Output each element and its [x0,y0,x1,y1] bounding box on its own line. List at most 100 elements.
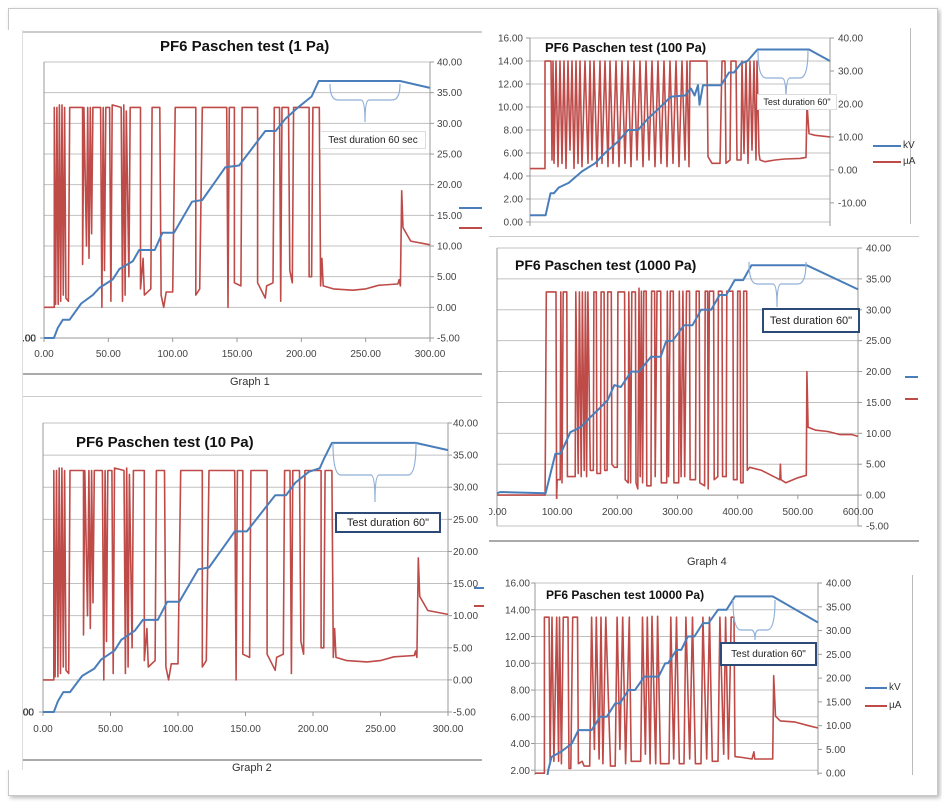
annotation-test-duration: Test duration 60" [720,642,817,666]
chart-title: PF6 Paschen test (100 Pa) [545,40,707,55]
y-right-tick-label: 0.00 [826,769,846,780]
graph-caption: Graph 1 [230,376,270,388]
plot-area [43,441,449,713]
y-right-tick-label: 15.00 [437,211,462,222]
y-right-tick-label: 40.00 [453,419,478,430]
legend-ua-swatch [865,704,887,707]
y-right-tick-label: 5.00 [453,643,473,654]
y-right-tick-label: 25.00 [437,150,462,161]
chart-title: PF6 Paschen test (10 Pa) [76,434,254,451]
brace-annotation [329,83,401,123]
series-ua-line [535,615,819,774]
y-left-tick-label: 10.00 [505,659,530,670]
y-right-tick-label: 0.00 [437,303,457,314]
y-left-tick-label: 00 [23,708,35,719]
legend-ua-swatch [905,398,918,400]
y-left-tick-label: 2.00 [504,195,524,206]
y-right-tick-label: 30.00 [838,66,863,77]
legend-kv: kV [865,682,901,693]
y-right-tick-label: 15.00 [866,398,891,409]
y-right-tick-label: 40.00 [826,579,851,590]
y-right-tick-label: 10.00 [826,721,851,732]
graph-caption: Graph 4 [687,556,727,568]
y-left-tick-label: 00 [23,708,35,719]
graph1-divider [22,373,482,375]
graph4-divider [489,540,919,542]
y-right-tick-label: 0.00 [453,675,473,686]
y-right-tick-label: 0.00 [866,491,886,502]
annotation-test-duration: Test duration 60" [335,512,441,533]
graph2-divider [22,759,482,761]
y-right-tick-label: 10.00 [866,429,891,440]
legend-kv-swatch [474,587,484,589]
x-tick-label: 300.00 [662,507,693,518]
y-right-tick-label: 35.00 [437,88,462,99]
y-right-tick-label: 30.00 [826,626,851,637]
series-ua-line [43,467,449,681]
y-left-tick-label: 12.00 [505,632,530,643]
plot-area [530,48,831,217]
y-left-tick-label: 8.00 [504,126,524,137]
x-tick-label: 50.00 [98,724,123,735]
y-right-tick-label: 30.00 [437,119,462,130]
y-left-tick-label: 12.00 [498,80,523,91]
y-right-tick-label: 20.00 [453,547,478,558]
chart-c5: 0.00 5.00 10.00 15.00 20.00 25.00 30.00 35.00 40… [505,579,851,780]
chart-title: PF6 Paschen test 10000 Pa) [546,588,705,602]
legend-ua-swatch [474,605,484,607]
y-right-tick-label: 25.00 [866,336,891,347]
x-tick-label: 200.00 [602,507,633,518]
y-left-tick-label: .00 [22,334,36,345]
y-right-tick-label: -5.00 [437,334,460,345]
plot-area [535,595,819,775]
x-tick-label: 200.00 [298,724,329,735]
y-right-tick-label: 35.00 [826,602,851,613]
brace-annotation [732,599,776,641]
y-right-tick-label: 10.00 [453,611,478,622]
x-tick-label: 150.00 [230,724,261,735]
y-right-tick-label: 20.00 [437,180,462,191]
y-left-tick-label: .00 [22,334,36,345]
y-left-tick-label: 16.00 [505,579,530,590]
chart-c3: -10.00 0.00 10.00 20.00 30.00 40.00 0.00 2.00 4.… [498,34,867,229]
y-left-tick-label: 4.00 [511,739,531,750]
y-left-tick-label: .00 [22,334,36,345]
legend-kv-label: kV [903,140,915,151]
graph5-frame-edge [912,575,913,775]
legend-ua: µA [873,156,915,167]
chart-title: PF6 Paschen test (1000 Pa) [515,257,697,273]
x-tick-label: 100.00 [157,349,188,360]
y-left-tick-label: .00 [22,334,36,345]
y-left-tick-label: .00 [22,334,36,345]
y-left-tick-label: 0.00 [504,218,524,229]
y-left-tick-label: 2.00 [511,766,531,777]
y-right-tick-label: 15.00 [826,697,851,708]
y-right-tick-label: -5.00 [453,708,476,719]
y-right-tick-label: 40.00 [866,244,891,255]
plot-area [44,80,431,339]
brace-annotation [757,49,809,101]
y-left-tick-label: .00 [22,334,36,345]
x-tick-label: 100.00 [542,507,573,518]
brace-annotation [332,442,417,503]
series-kv-line [496,264,859,495]
y-left-tick-label: 4.00 [504,172,524,183]
x-tick-label: 50.00 [96,349,121,360]
y-right-tick-label: -5.00 [866,522,889,533]
y-right-tick-label: 25.00 [826,650,851,661]
legend-kv-swatch [873,144,901,147]
y-right-tick-label: 20.00 [866,367,891,378]
x-tick-label: 300.00 [433,724,464,735]
y-left-tick-label: 6.00 [511,712,531,723]
legend-ua-label: µA [889,700,902,711]
annotation-test-duration: Test duration 60" [762,308,860,333]
cropped-edge-mask [0,30,21,770]
legend-kv-label: kV [889,682,901,693]
chart-c1: -5.00 0.00 5.00 10.00 15.00 20.00 25.00 30.00 35… [22,58,462,361]
legend-ua-label: µA [903,156,916,167]
legend-kv: kV [873,140,915,151]
y-left-tick-label: 14.00 [498,57,523,68]
series-ua-line [44,104,431,309]
legend-kv-swatch [865,686,887,689]
